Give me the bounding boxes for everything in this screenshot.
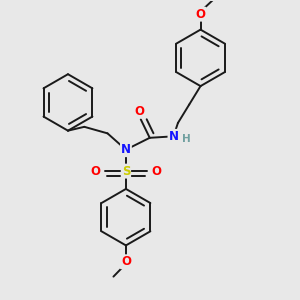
Text: O: O — [91, 165, 100, 178]
Text: S: S — [122, 165, 130, 178]
Text: N: N — [169, 130, 178, 143]
Text: N: N — [121, 143, 131, 156]
Text: O: O — [121, 255, 131, 268]
Text: O: O — [196, 8, 206, 21]
Text: H: H — [182, 134, 190, 144]
Text: O: O — [151, 165, 161, 178]
Text: O: O — [134, 105, 144, 118]
